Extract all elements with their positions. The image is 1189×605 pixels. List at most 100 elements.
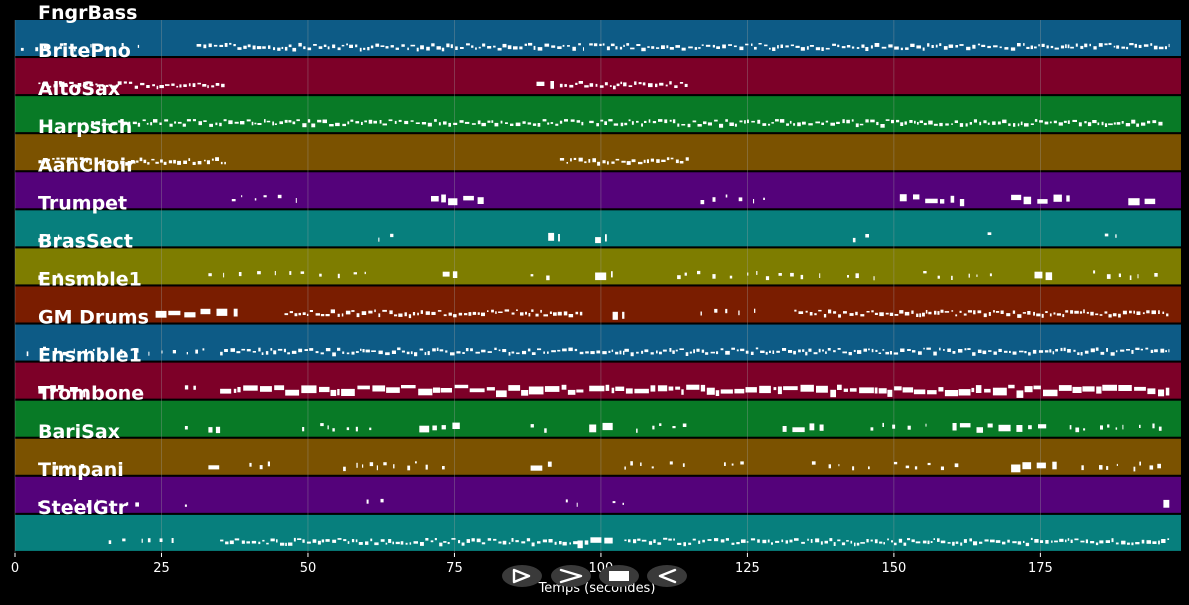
note [1085,539,1088,544]
note [211,158,214,161]
note [916,45,921,49]
note [987,232,992,235]
note [432,425,437,431]
note [1043,389,1058,397]
note [1069,425,1072,430]
note [378,313,381,318]
note [945,123,949,126]
note [498,311,503,313]
note [287,352,290,355]
note [507,45,512,50]
note [419,348,424,351]
note [610,43,615,47]
note [108,540,112,544]
note [763,197,765,200]
note [208,465,220,470]
note [672,119,676,124]
note [150,122,153,126]
note [1023,540,1025,543]
note [455,46,458,50]
note [997,121,1001,125]
note [128,81,133,84]
note [679,161,684,164]
note [264,119,266,123]
note [137,44,140,48]
note [992,121,996,125]
note [948,44,954,48]
note [341,313,344,317]
note [69,238,71,242]
note [285,542,287,546]
note [798,311,804,314]
note [989,273,992,277]
note [443,314,447,317]
note [260,386,272,392]
note [520,312,524,316]
stop-button[interactable] [599,565,639,587]
note [533,45,536,50]
note [1080,45,1084,49]
note [578,81,583,84]
note [673,538,675,541]
track-lane [15,172,1181,209]
note [315,313,320,316]
note [496,390,507,398]
note [1131,350,1134,354]
note [522,350,527,355]
note [887,389,893,397]
note [320,314,325,317]
note [800,274,804,280]
note [656,47,660,49]
note [298,312,301,316]
note [684,272,687,276]
tick-label: 150 [881,561,906,576]
note [925,310,928,314]
note [1060,45,1065,49]
note [117,81,122,85]
note [865,119,869,123]
note [1151,310,1156,315]
note [272,121,274,126]
note [471,123,476,125]
note [1062,314,1065,318]
note [569,542,571,545]
note [325,314,330,317]
note [1158,426,1162,431]
track-notes [20,42,1170,52]
note [313,44,317,46]
note [380,45,385,47]
note [744,120,746,124]
note [252,45,256,50]
next-button[interactable] [551,565,591,587]
note [987,45,991,49]
note [760,350,765,353]
note [779,119,785,123]
note [417,312,419,316]
note [938,387,944,392]
note [1164,46,1167,50]
note [337,273,340,279]
note [369,462,374,467]
note [295,198,297,203]
note [374,309,376,313]
note [238,272,242,277]
note [837,384,842,390]
note [712,274,716,279]
rewind-button[interactable] [647,565,687,587]
note [1095,313,1099,316]
play-button[interactable] [502,565,542,587]
note [277,348,283,351]
note [1090,541,1095,544]
note [1070,310,1074,314]
note [182,123,186,127]
note [741,539,746,543]
note [976,274,978,277]
note [669,461,673,465]
note [160,159,163,163]
note [702,539,705,543]
note [410,120,414,122]
note [700,200,705,205]
note [919,120,923,123]
note [1121,540,1126,545]
note [856,542,860,546]
